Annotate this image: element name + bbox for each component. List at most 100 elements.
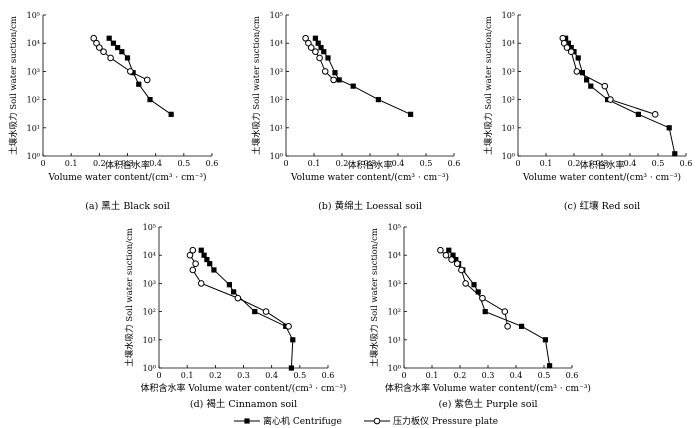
legend: 离心机 Centrifuge 压力板仪 Pressure plate (234, 415, 498, 427)
pressure-plate-point (262, 308, 270, 315)
y-tick-label: 10⁴ (270, 39, 283, 48)
x-axis-label-cn: 体积含水率 (105, 159, 150, 171)
y-tick-label: 10³ (270, 67, 283, 76)
x-tick-label: 0.4 (392, 159, 405, 168)
centrifuge-point (147, 97, 153, 103)
y-axis-label: 土壤水吸力 Soil water suction/cm (124, 228, 135, 367)
centrifuge-point (252, 309, 258, 315)
y-tick-label: 10⁰ (27, 152, 40, 161)
x-tick-label: 0.5 (652, 159, 665, 168)
centrifuge-point (453, 256, 459, 263)
x-tick-label: 0.5 (293, 371, 306, 380)
x-axis-label-en: Volume water content/(cm³ · cm⁻³) (290, 172, 449, 183)
y-tick-label: 10¹ (27, 124, 40, 133)
x-axis-label: 体积含水率 Volume water content/(cm³ · cm⁻³) (141, 382, 347, 394)
x-tick-label: 0.6 (322, 371, 335, 380)
centrifuge-point (565, 40, 571, 46)
panel-caption: (a) 黑土 Black soil (85, 200, 170, 212)
legend-pressure-marker (373, 417, 381, 425)
y-tick-label: 10¹ (502, 124, 515, 133)
centrifuge-point (471, 282, 477, 288)
centrifuge-point (450, 252, 456, 258)
centrifuge-point (288, 365, 294, 371)
panel-caption: (c) 红壤 Red soil (564, 200, 640, 212)
centrifuge-point (482, 309, 488, 315)
y-tick-label: 10¹ (388, 336, 401, 345)
x-tick-label: 0.4 (624, 159, 637, 168)
pressure-plate-point (107, 54, 114, 62)
x-tick-label: 0.1 (426, 371, 439, 380)
centrifuge-point (136, 81, 142, 87)
x-tick-label: 0.4 (510, 371, 523, 380)
y-tick-label: 10² (27, 96, 40, 105)
y-axis-label: 土壤水吸力 Soil water suction/cm (369, 228, 380, 367)
x-tick-label: 0.3 (121, 159, 134, 168)
pressure-plate-point (651, 111, 659, 118)
y-tick-label: 10³ (502, 67, 515, 76)
y-tick-label: 10⁵ (502, 11, 515, 20)
y-tick-label: 10² (270, 96, 283, 105)
x-tick-label: 0.2 (454, 371, 467, 380)
y-tick-label: 10⁴ (502, 39, 515, 48)
y-tick-label: 10⁴ (27, 39, 40, 48)
y-tick-label: 10³ (388, 279, 401, 288)
pressure-plate-point (307, 44, 315, 51)
x-tick-label: 0 (515, 159, 520, 168)
y-tick-label: 10¹ (143, 336, 156, 345)
x-tick-label: 0.2 (93, 159, 106, 168)
x-tick-label: 0.6 (448, 159, 461, 168)
pressure-plate-point (316, 54, 323, 62)
pressure-plate-point (504, 323, 511, 330)
pressure-plate-point (192, 260, 199, 267)
y-tick-label: 10⁰ (270, 152, 283, 161)
x-axis-label-en: Volume water content/(cm³ · cm⁻³) (47, 172, 206, 183)
pressure-plate-point (186, 251, 194, 259)
pressure-plate-point (607, 96, 614, 103)
pressure-plate-point (462, 280, 469, 287)
pressure-plate-point (567, 48, 575, 55)
centrifuge-point (321, 49, 327, 55)
centrifuge-point (207, 261, 213, 267)
x-tick-label: 0.6 (566, 371, 579, 380)
y-axis-label: 土壤水吸力 Soil water suction/cm (251, 16, 262, 155)
pressure-plate-point (330, 76, 337, 84)
y-axis-label: 土壤水吸力 Soil water suction/cm (8, 16, 19, 155)
x-tick-label: 0.1 (540, 159, 553, 168)
centrifuge-point (168, 111, 174, 117)
y-tick-label: 10⁴ (143, 251, 156, 260)
x-tick-label: 0.3 (596, 159, 609, 168)
x-axis-label: 体积含水率 Volume water content/(cm³ · cm⁻³) (385, 382, 591, 394)
centrifuge-point (110, 40, 117, 46)
centrifuge-point (408, 111, 414, 117)
centrifuge-point (318, 44, 324, 51)
centrifuge-point (332, 70, 338, 76)
pressure-plate-point (127, 68, 134, 75)
pressure-plate-point (479, 294, 486, 302)
pressure-plate-point (442, 251, 450, 259)
y-tick-label: 10⁵ (27, 11, 40, 20)
pressure-plate-point (437, 246, 444, 254)
x-tick-label: 0.6 (680, 159, 693, 168)
panel-caption: (e) 紫色土 Purple soil (438, 398, 537, 410)
chart-panel-0: 0 0.1 0.2 0.3 0.4 0.5 0.6 10⁰ 10¹ 10² 10³ 10⁴ 10⁵ 体积含… (8, 11, 218, 212)
y-tick-label: 10³ (27, 67, 40, 76)
centrifuge-point (475, 289, 481, 295)
pressure-plate-point (100, 48, 107, 55)
pressure-plate-point (312, 48, 319, 55)
x-tick-label: 0.2 (336, 159, 349, 168)
pressure-plate-point (234, 294, 242, 302)
y-tick-label: 10³ (143, 279, 156, 288)
x-tick-label: 0.1 (65, 159, 78, 168)
pressure-plate-point (189, 266, 197, 274)
centrifuge-point (568, 44, 574, 51)
y-axis-label: 土壤水吸力 Soil water suction/cm (483, 16, 494, 155)
y-tick-label: 10¹ (270, 124, 283, 133)
pressure-plate-point (601, 82, 609, 90)
chart-panel-3: 0 0.1 0.2 0.3 0.4 0.5 0.6 10⁰ 10¹ 10² 10³ 10⁴ 10⁵ 体积含… (124, 223, 346, 410)
y-tick-label: 10⁰ (388, 364, 401, 373)
centrifuge-line (565, 37, 676, 154)
pressure-plate-line (562, 38, 656, 115)
pressure-plate-point (458, 266, 465, 274)
centrifuge-point (115, 44, 121, 51)
x-tick-label: 0.4 (265, 371, 278, 380)
